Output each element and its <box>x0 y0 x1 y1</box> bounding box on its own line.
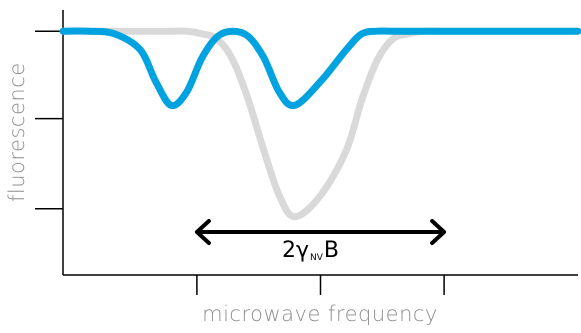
unsplit-curve <box>59 27 581 221</box>
arrow-head-left <box>194 219 211 245</box>
x-axis-label: microwave frequency <box>202 302 438 326</box>
arrow-head-right <box>430 219 447 245</box>
y-axis-label: fluorescence <box>5 62 29 202</box>
splitting-subscript: NV <box>310 253 323 263</box>
splitting-main: 2γ <box>282 238 310 263</box>
splitting-label: 2γNVB <box>282 238 339 263</box>
splitting-tail: B <box>323 238 340 263</box>
split-curve <box>59 27 581 110</box>
